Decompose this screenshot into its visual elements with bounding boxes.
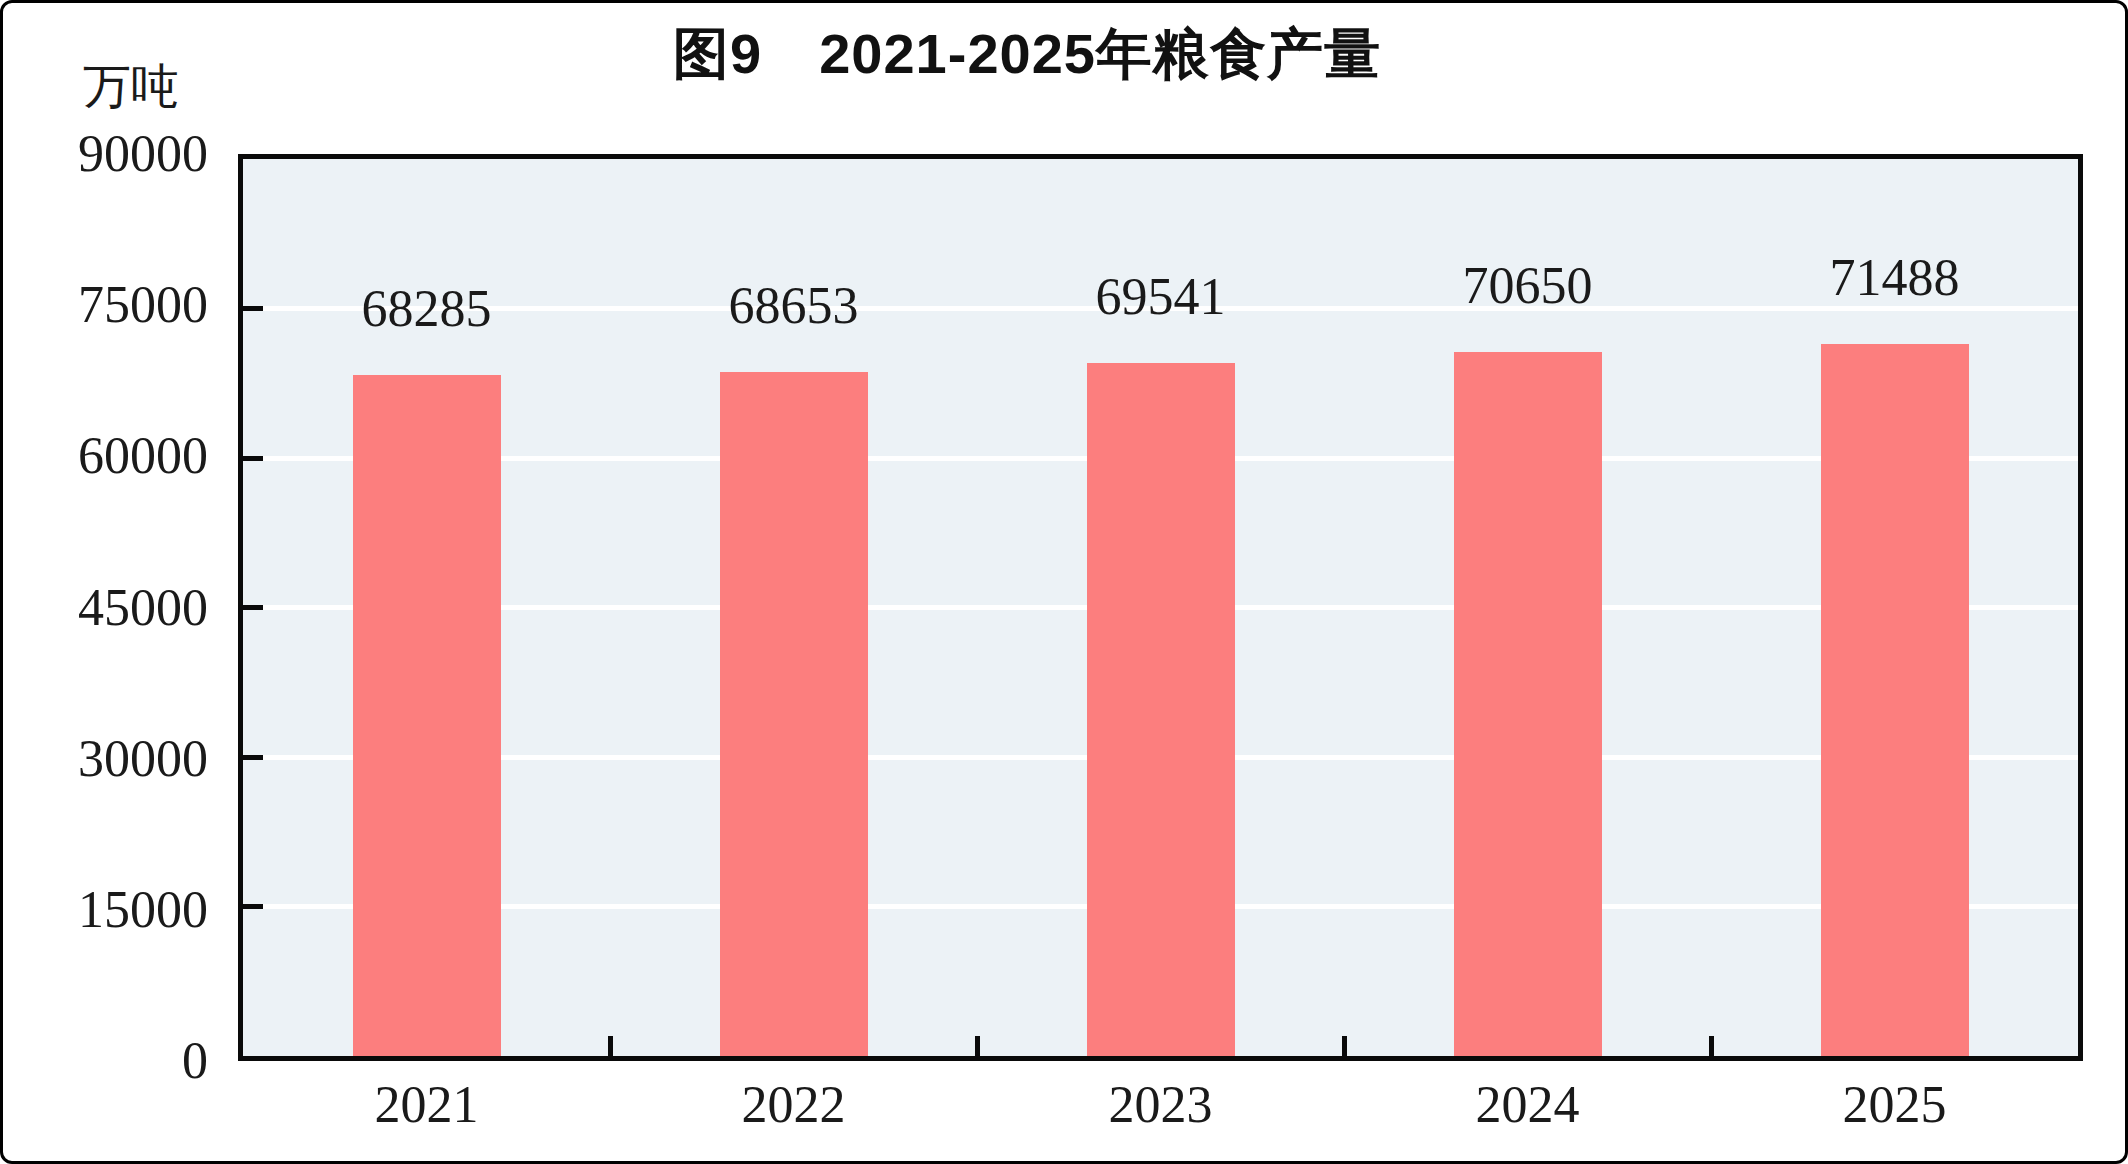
x-axis-tick-label-2025: 2025 [1765,1075,2025,1135]
y-tick-45000 [243,605,263,610]
y-axis-unit-label: 万吨 [83,55,179,119]
x-axis-tick-label-2024: 2024 [1398,1075,1658,1135]
y-axis-tick-label-60000: 60000 [3,428,208,484]
y-tick-75000 [243,306,263,311]
bar-2025 [1821,344,1969,1056]
bar-value-label-2025: 71488 [1755,250,2035,306]
y-axis-tick-label-30000: 30000 [3,731,208,787]
y-tick-60000 [243,456,263,461]
x-tick-boundary-4 [1709,1036,1714,1056]
y-axis-tick-label-75000: 75000 [3,277,208,333]
y-tick-15000 [243,904,263,909]
y-axis-tick-label-15000: 15000 [3,882,208,938]
bar-2022 [720,372,868,1056]
x-axis-tick-labels: 2021 2022 2023 2024 2025 [3,1075,2128,1137]
bar-value-label-2024: 70650 [1388,258,1668,314]
x-tick-boundary-1 [608,1036,613,1056]
bar-2023 [1087,363,1235,1056]
y-axis-tick-label-45000: 45000 [3,580,208,636]
x-axis-tick-label-2023: 2023 [1031,1075,1291,1135]
x-tick-boundary-2 [975,1036,980,1056]
bar-2021 [353,375,501,1056]
y-axis-tick-label-90000: 90000 [3,126,208,182]
chart-title: 图9 2021-2025年粮食产量 [3,17,2051,93]
plot-area: 68285 68653 69541 70650 71488 [238,154,2083,1061]
bar-value-label-2021: 68285 [287,281,567,337]
bar-2024 [1454,352,1602,1056]
y-tick-30000 [243,755,263,760]
x-tick-boundary-3 [1342,1036,1347,1056]
x-axis-tick-label-2021: 2021 [297,1075,557,1135]
y-axis-tick-labels: 0150003000045000600007500090000 [3,154,208,1061]
bar-value-label-2022: 68653 [654,278,934,334]
chart-figure-frame: 图9 2021-2025年粮食产量 万吨 68285 68653 69541 7065… [0,0,2128,1164]
x-axis-tick-label-2022: 2022 [664,1075,924,1135]
bar-value-label-2023: 69541 [1021,269,1301,325]
